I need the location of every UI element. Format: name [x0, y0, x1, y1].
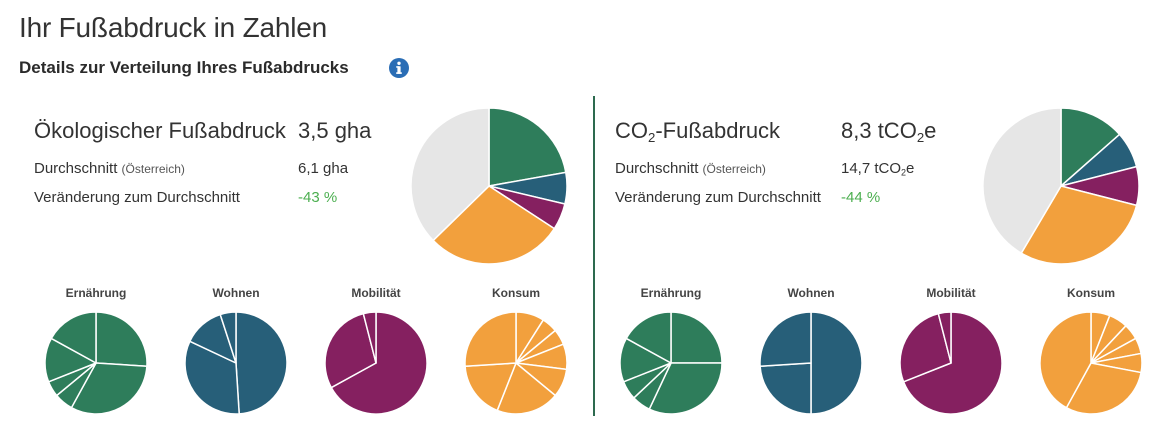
eco-label-konsum: Konsum	[492, 286, 540, 300]
co2-label-mobilitaet: Mobilität	[926, 286, 976, 300]
eco-konsum-slice-7	[464, 311, 517, 367]
co2-ernaehrung-slice-0	[670, 311, 723, 364]
co2-konsum-slice-5	[1065, 362, 1142, 415]
co2-konsum-slice-6	[1039, 311, 1092, 409]
co2-wohnen-slice-0	[810, 311, 863, 415]
co2-change-value: -44 %	[841, 189, 881, 206]
eco-mobilitaet-pie-chart	[324, 311, 428, 415]
eco-label-mobilitaet: Mobilität	[351, 286, 401, 300]
co2-wohnen-pie-chart	[759, 311, 863, 415]
eco-wohnen-slice-3	[219, 311, 237, 364]
eco-wohnen-slice-0	[235, 311, 288, 415]
page-subtitle: Details zur Verteilung Ihres Fußabdrucks	[19, 58, 349, 77]
eco-mobilitaet-slice-1	[324, 312, 377, 389]
co2-main-slice-4	[982, 107, 1062, 254]
eco-value: 3,5 gha	[298, 118, 372, 143]
eco-mobilitaet-slice-0	[330, 311, 428, 415]
co2-change-label: Veränderung zum Durchschnitt	[615, 189, 821, 206]
co2-average-value-sub: 2	[901, 167, 907, 178]
co2-average-label-text: Durchschnitt	[615, 160, 699, 177]
eco-ernaehrung-slice-1	[70, 362, 148, 415]
eco-average-label-text: Durchschnitt	[34, 160, 118, 177]
eco-average-value: 6,1 gha	[298, 160, 349, 177]
eco-average-label: Durchschnitt (Österreich)	[34, 160, 185, 177]
info-icon[interactable]	[389, 58, 409, 78]
eco-ernaehrung-pie-chart	[44, 311, 148, 415]
panel-divider	[593, 96, 595, 416]
eco-change-value: -43 %	[298, 189, 338, 206]
co2-value-main: 8,3 tCO	[841, 118, 917, 143]
eco-average-region: (Österreich)	[121, 162, 185, 176]
co2-label-konsum: Konsum	[1067, 286, 1115, 300]
co2-average-value-main: 14,7 tCO	[841, 160, 902, 177]
eco-konsum-pie-chart	[464, 311, 568, 415]
co2-average-value-rest: e	[906, 160, 915, 177]
co2-label-ernaehrung: Ernährung	[640, 286, 702, 300]
co2-title-rest: -Fußabdruck	[655, 118, 781, 143]
co2-wohnen-slice-2	[759, 311, 812, 367]
co2-mobilitaet-slice-0	[902, 311, 1003, 415]
eco-label-ernaehrung: Ernährung	[65, 286, 127, 300]
page-title: Ihr Fußabdruck in Zahlen	[19, 12, 328, 43]
co2-wohnen-slice-1	[759, 362, 812, 415]
co2-mobilitaet-slice-1	[899, 312, 952, 383]
eco-main-slice-0	[488, 107, 567, 187]
co2-ernaehrung-slice-1	[648, 362, 723, 415]
eco-label-wohnen: Wohnen	[212, 286, 260, 300]
co2-mobilitaet-slice-2	[937, 311, 952, 364]
eco-wohnen-pie-chart	[184, 311, 288, 415]
co2-title: CO2-Fußabdruck	[615, 118, 780, 145]
co2-average-label: Durchschnitt (Österreich)	[615, 160, 766, 177]
eco-main-slice-3	[432, 185, 556, 265]
eco-change-label: Veränderung zum Durchschnitt	[34, 189, 240, 206]
co2-ernaehrung-slice-5	[625, 311, 672, 364]
eco-wohnen-slice-1	[184, 340, 240, 415]
co2-ernaehrung-pie-chart	[619, 311, 723, 415]
co2-mobilitaet-pie-chart	[899, 311, 1003, 415]
eco-konsum-slice-6	[464, 362, 517, 412]
eco-ernaehrung-slice-0	[95, 311, 148, 367]
eco-main-pie-chart	[410, 107, 568, 265]
co2-konsum-pie-chart	[1039, 311, 1143, 415]
co2-label-wohnen: Wohnen	[787, 286, 835, 300]
eco-mobilitaet-slice-2	[362, 311, 377, 364]
eco-main-slice-4	[410, 107, 490, 242]
co2-main-slice-0	[1060, 107, 1121, 187]
co2-average-region: (Österreich)	[702, 162, 766, 176]
eco-title: Ökologischer Fußabdruck	[34, 118, 286, 143]
co2-title-main: CO	[615, 118, 648, 143]
co2-title-sub: 2	[648, 129, 656, 145]
co2-value-sub: 2	[916, 129, 925, 145]
co2-main-pie-chart	[982, 107, 1140, 265]
eco-ernaehrung-slice-5	[50, 311, 97, 364]
co2-average-value: 14,7 tCO2e	[841, 160, 914, 178]
co2-value-rest: e	[924, 118, 937, 143]
co2-value: 8,3 tCO2e	[841, 118, 936, 145]
